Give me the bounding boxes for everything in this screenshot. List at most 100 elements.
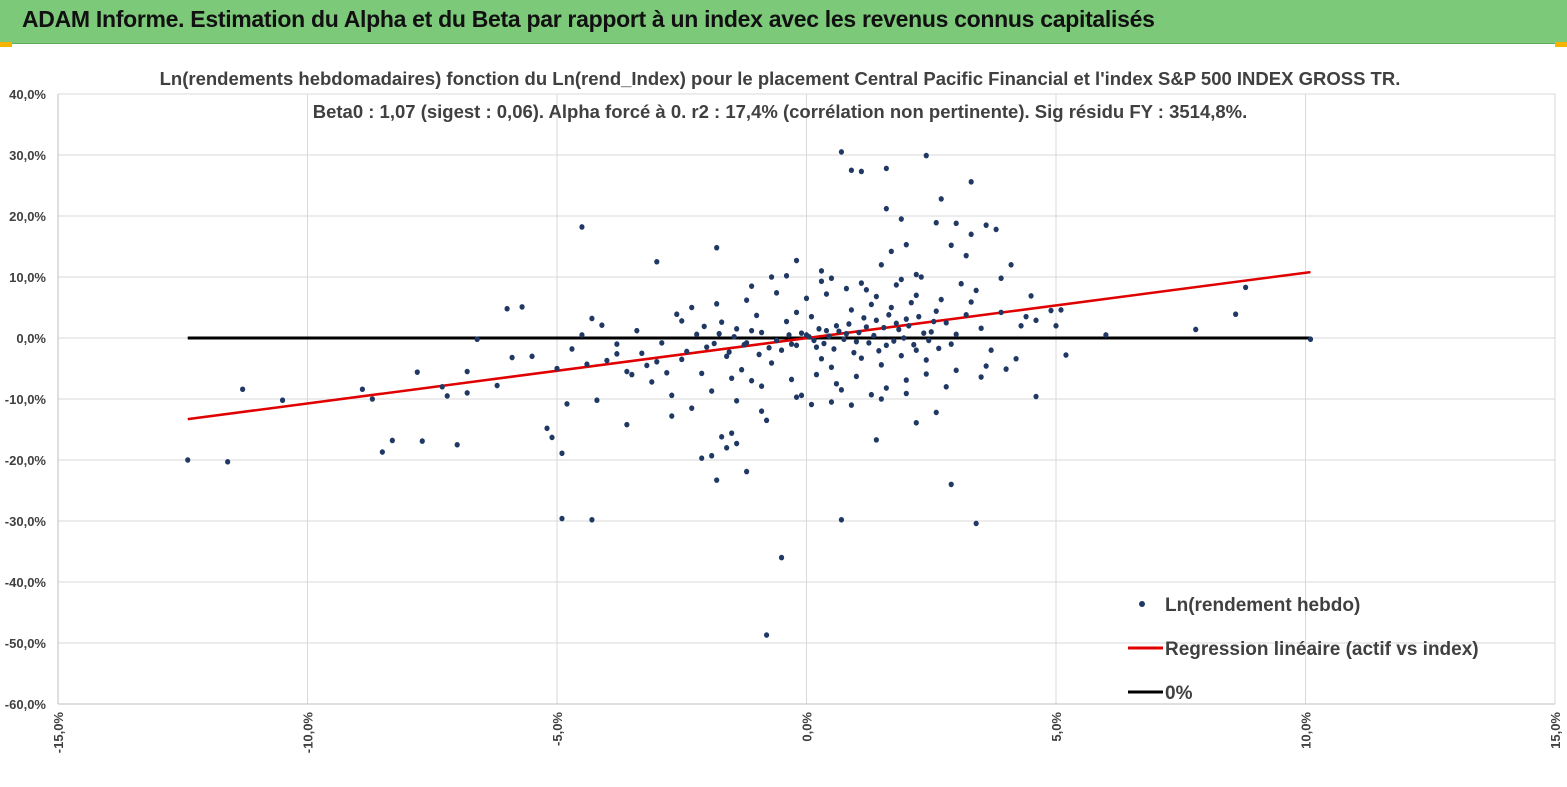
data-point bbox=[878, 262, 884, 268]
data-point bbox=[868, 391, 874, 398]
report-banner: ADAM Informe. Estimation du Alpha et du … bbox=[0, 0, 1567, 44]
data-point bbox=[916, 313, 922, 320]
chart-lines bbox=[187, 270, 1311, 421]
data-point bbox=[808, 401, 815, 408]
data-point bbox=[624, 368, 630, 375]
data-point bbox=[811, 337, 817, 344]
data-point bbox=[853, 373, 860, 380]
data-point bbox=[928, 329, 934, 335]
data-point bbox=[504, 305, 510, 312]
data-point bbox=[494, 382, 500, 389]
data-point bbox=[768, 274, 775, 280]
data-point bbox=[741, 341, 747, 348]
data-point bbox=[878, 362, 884, 368]
data-point bbox=[379, 449, 385, 455]
data-point bbox=[818, 355, 825, 362]
data-point bbox=[579, 224, 585, 230]
data-point bbox=[963, 252, 969, 259]
data-point bbox=[389, 437, 395, 444]
data-point bbox=[559, 450, 565, 457]
data-point bbox=[993, 226, 999, 233]
data-point bbox=[948, 242, 954, 249]
data-point bbox=[624, 421, 630, 428]
data-point bbox=[554, 365, 560, 372]
data-point bbox=[529, 353, 535, 360]
data-point bbox=[856, 329, 862, 336]
data-point bbox=[793, 257, 800, 264]
data-point bbox=[783, 272, 790, 279]
data-point bbox=[988, 347, 994, 354]
data-point bbox=[913, 419, 919, 426]
data-point bbox=[659, 340, 665, 346]
data-point bbox=[918, 274, 924, 280]
data-point bbox=[639, 350, 645, 357]
data-point bbox=[709, 388, 715, 394]
data-point bbox=[689, 405, 695, 411]
data-point bbox=[1233, 311, 1239, 318]
data-point bbox=[853, 338, 860, 345]
data-point bbox=[978, 374, 984, 380]
data-point bbox=[734, 398, 740, 404]
legend-label-regression: Regression linéaire (actif vs index) bbox=[1165, 639, 1479, 660]
data-point bbox=[833, 380, 840, 387]
data-point bbox=[841, 336, 847, 343]
data-point bbox=[898, 216, 904, 222]
data-point bbox=[519, 304, 525, 310]
data-point bbox=[758, 383, 765, 389]
data-point bbox=[1033, 393, 1039, 400]
data-point bbox=[863, 287, 869, 293]
data-point bbox=[654, 258, 660, 265]
chart-title: Ln(rendements hebdomadaires) fonction du… bbox=[160, 68, 1401, 89]
data-point bbox=[679, 356, 685, 363]
data-point bbox=[968, 179, 974, 185]
data-point bbox=[876, 348, 882, 354]
corner-marker-right bbox=[1555, 42, 1567, 47]
data-point bbox=[654, 358, 660, 365]
data-point bbox=[923, 152, 929, 159]
y-tick-label: -60,0% bbox=[5, 697, 47, 712]
data-point bbox=[549, 434, 555, 441]
report-title: ADAM Informe. Estimation du Alpha et du … bbox=[22, 6, 1155, 32]
data-point bbox=[923, 371, 929, 377]
data-point bbox=[953, 367, 959, 374]
data-point bbox=[866, 340, 872, 346]
data-point bbox=[838, 387, 845, 393]
data-point bbox=[936, 345, 942, 352]
data-point bbox=[766, 344, 772, 351]
data-point bbox=[798, 392, 805, 399]
data-point bbox=[599, 322, 605, 328]
data-point bbox=[714, 301, 720, 307]
regression-line bbox=[187, 270, 1311, 421]
data-point bbox=[584, 361, 590, 368]
data-point bbox=[719, 434, 725, 440]
data-point bbox=[749, 283, 755, 289]
data-point bbox=[1307, 336, 1314, 343]
data-point bbox=[858, 355, 864, 361]
data-point bbox=[674, 311, 680, 318]
data-point bbox=[846, 321, 852, 327]
data-point bbox=[858, 168, 864, 175]
data-point bbox=[679, 318, 685, 324]
data-point bbox=[896, 326, 902, 333]
data-point bbox=[786, 332, 792, 338]
data-point bbox=[948, 481, 954, 488]
data-point bbox=[883, 385, 889, 391]
y-tick-label: -20,0% bbox=[5, 453, 47, 468]
data-point bbox=[419, 438, 425, 444]
data-point bbox=[734, 440, 740, 447]
data-point bbox=[793, 394, 800, 400]
data-point bbox=[414, 369, 420, 375]
data-point bbox=[614, 341, 620, 347]
data-point bbox=[953, 220, 959, 227]
data-point bbox=[589, 516, 595, 523]
title-backdrop bbox=[190, 64, 1370, 92]
data-point bbox=[828, 399, 835, 405]
data-point bbox=[1063, 352, 1069, 358]
data-point bbox=[756, 351, 762, 358]
y-tick-label: 0,0% bbox=[16, 331, 46, 346]
data-point bbox=[838, 149, 845, 155]
data-point bbox=[908, 299, 914, 306]
data-point bbox=[474, 336, 480, 343]
data-point bbox=[1053, 323, 1059, 329]
data-point bbox=[983, 363, 989, 369]
